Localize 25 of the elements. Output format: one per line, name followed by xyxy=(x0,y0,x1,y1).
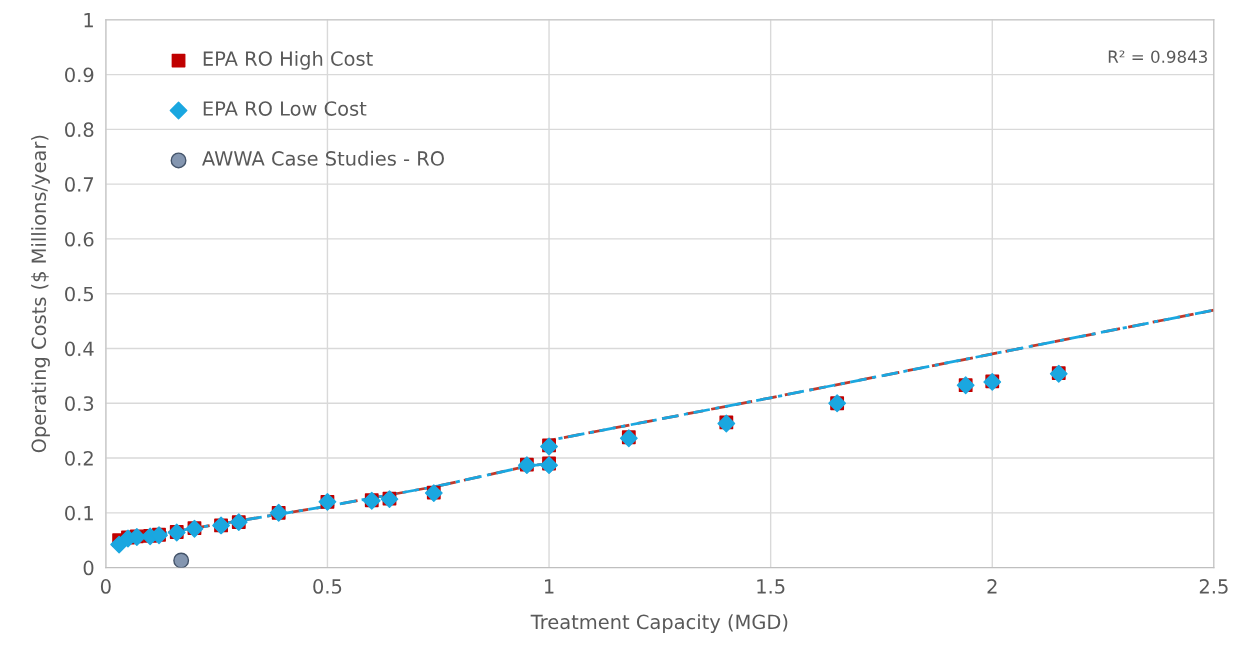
x-tick-label: 1.5 xyxy=(757,579,785,594)
x-axis-title: Treatment Capacity (MGD) xyxy=(530,614,788,634)
y-axis-title: Operating Costs ($ Millions/year) xyxy=(31,135,50,453)
y-tick-label: 0.7 xyxy=(65,177,94,192)
annotation: R² = 0.9843 xyxy=(1108,50,1207,63)
point xyxy=(173,552,190,568)
point xyxy=(540,456,558,475)
y-tick-label: 0.6 xyxy=(65,231,94,247)
y-tick-label: 0 xyxy=(83,560,94,576)
y-tick-label: 0.4 xyxy=(65,341,94,357)
x-tick-label: 2 xyxy=(987,579,997,594)
legend-label: EPA RO High Cost xyxy=(203,50,373,70)
x-tick-label: 1 xyxy=(545,579,554,594)
y-tick-label: 1 xyxy=(84,13,93,28)
y-tick-label: 0.8 xyxy=(65,122,94,138)
x-tick-label: 0 xyxy=(100,579,111,594)
y-tick-label: 0.2 xyxy=(65,451,93,466)
x-tick-label: 0.5 xyxy=(313,579,342,594)
legend-label: AWWA Case Studies - RO xyxy=(202,150,444,166)
y-tick-label: 0.1 xyxy=(65,505,93,521)
x-tick-label: 2.5 xyxy=(1199,579,1228,594)
legend-label: EPA RO Low Cost xyxy=(203,101,367,116)
y-tick-label: 0.9 xyxy=(65,67,94,83)
y-tick-label: 0.3 xyxy=(65,396,94,411)
y-tick-label: 0.5 xyxy=(65,286,94,302)
